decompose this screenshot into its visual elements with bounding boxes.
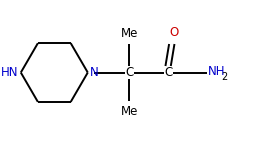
- Text: C: C: [164, 66, 172, 79]
- Text: N: N: [90, 66, 98, 79]
- Text: Me: Me: [121, 105, 138, 118]
- Text: Me: Me: [121, 27, 138, 40]
- Text: 2: 2: [221, 72, 227, 82]
- Text: HN: HN: [1, 66, 19, 79]
- Text: C: C: [125, 66, 133, 79]
- Text: NH: NH: [208, 65, 226, 78]
- Text: O: O: [170, 26, 179, 39]
